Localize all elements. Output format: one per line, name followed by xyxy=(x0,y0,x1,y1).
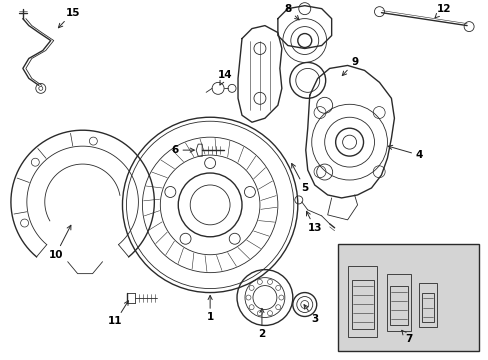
Bar xyxy=(422,293,433,323)
Text: 9: 9 xyxy=(342,58,357,76)
Text: 5: 5 xyxy=(291,163,308,193)
Bar xyxy=(419,283,436,328)
Text: 13: 13 xyxy=(306,211,321,233)
Text: 14: 14 xyxy=(217,71,232,85)
Text: 12: 12 xyxy=(434,4,450,18)
Text: 1: 1 xyxy=(206,296,213,323)
Text: 8: 8 xyxy=(284,4,299,20)
Text: 15: 15 xyxy=(58,8,80,28)
Text: 3: 3 xyxy=(304,305,318,324)
Bar xyxy=(351,280,373,329)
Text: 6: 6 xyxy=(171,145,194,155)
Text: 4: 4 xyxy=(387,145,422,160)
Text: 2: 2 xyxy=(258,309,265,339)
Text: 7: 7 xyxy=(401,330,412,345)
Text: 11: 11 xyxy=(108,301,128,327)
Bar xyxy=(389,285,407,325)
Text: 10: 10 xyxy=(48,225,71,260)
Bar xyxy=(347,266,377,337)
Bar xyxy=(337,244,478,351)
Bar xyxy=(386,274,410,332)
